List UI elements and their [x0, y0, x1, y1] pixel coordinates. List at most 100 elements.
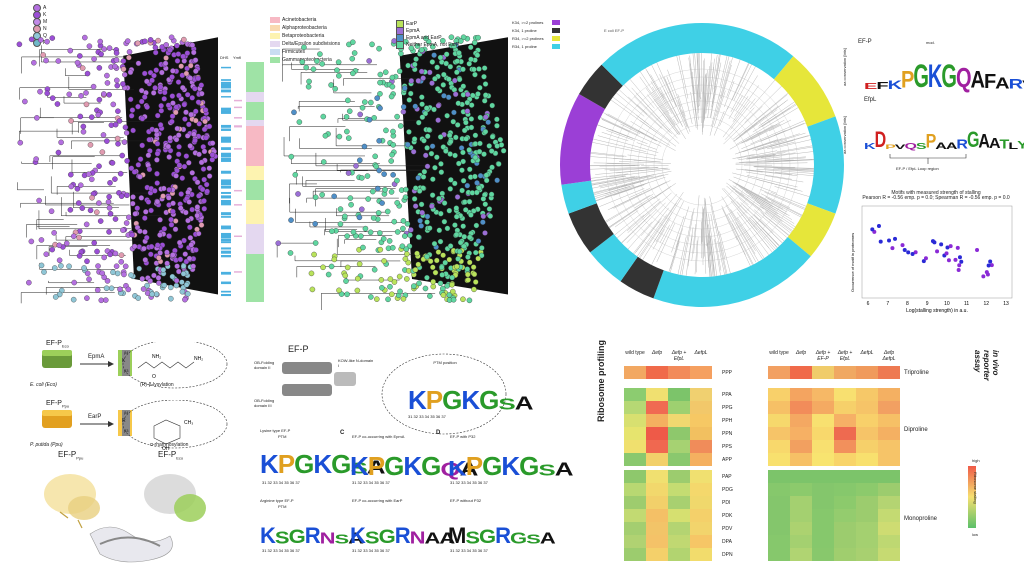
tree-node	[145, 199, 152, 205]
tree-node	[123, 130, 130, 136]
logo-letter: P	[277, 448, 295, 479]
dhs-stripe	[221, 85, 231, 89]
tree-node	[374, 95, 380, 101]
radial-branch	[738, 139, 778, 153]
tree-node	[167, 47, 173, 53]
tree-node	[456, 76, 463, 83]
radial-branch	[698, 53, 701, 98]
axis-label-bottom: aa conservation [bits]	[842, 116, 847, 154]
tree-node	[106, 45, 113, 51]
tree-node	[464, 91, 471, 98]
radial-branch	[761, 101, 795, 125]
tree-node	[128, 112, 135, 119]
radial-branch	[723, 106, 763, 145]
tree-node	[367, 229, 374, 236]
heatmap-cell	[878, 366, 900, 379]
tree-node	[110, 101, 117, 108]
dhs-stripe	[221, 293, 231, 297]
tree-node	[343, 278, 349, 284]
tree-node	[417, 217, 423, 224]
tree-node	[312, 194, 319, 201]
radial-branch	[710, 205, 727, 275]
radial-branch	[704, 93, 707, 115]
tree-node	[136, 265, 142, 272]
tree-node	[116, 118, 123, 124]
tree-node	[345, 170, 352, 176]
radial-branch	[768, 119, 792, 132]
tree-node	[464, 99, 471, 106]
heatmap-cell	[790, 366, 812, 379]
tree-node	[173, 173, 179, 179]
radial-branch	[756, 156, 782, 160]
tree-node	[405, 259, 411, 266]
tree-node	[453, 213, 460, 220]
heatmap-row-label: PPP	[722, 370, 733, 376]
tree-node	[196, 121, 202, 127]
tree-node	[179, 84, 186, 91]
efp-domain-cartoon	[282, 362, 356, 396]
tree-node	[311, 251, 317, 258]
radial-branch	[747, 152, 796, 160]
radial-branch	[672, 118, 686, 140]
dhs-stripe	[221, 79, 231, 81]
dhs-stripe	[221, 124, 231, 128]
tree-node	[51, 230, 57, 236]
radial-branch	[770, 201, 802, 218]
legend-label: Betaproteobacteria	[282, 33, 325, 39]
radial-branch	[760, 189, 806, 209]
efp-title: EF-P	[288, 344, 309, 354]
tree-node	[404, 276, 410, 282]
logo-letter: P	[925, 132, 937, 153]
taxa-stripe	[246, 62, 264, 92]
tree-node	[183, 281, 190, 288]
tree-node	[405, 141, 411, 148]
tree-node	[466, 166, 473, 173]
tree-node	[403, 186, 409, 193]
tree-node	[168, 295, 174, 302]
tree-node	[179, 279, 185, 285]
scatter-point	[984, 270, 989, 275]
heatmap-cell	[668, 401, 690, 414]
heatmap-cell	[690, 366, 712, 379]
heatmap-cell	[856, 535, 878, 548]
radial-branch	[740, 192, 764, 210]
dhs-stripe	[221, 255, 231, 258]
tree-node	[85, 171, 92, 177]
tree-node	[331, 193, 337, 200]
dhs-stripe	[221, 159, 231, 162]
circular-segment	[568, 203, 614, 253]
heatmap-cell	[668, 440, 690, 453]
logo-letter: K	[350, 450, 369, 481]
scatter-point	[887, 238, 892, 243]
radial-branch	[743, 105, 779, 133]
tree-node	[477, 140, 483, 147]
tree-node	[198, 222, 205, 228]
scatter-point	[957, 263, 962, 268]
heatmap-cell	[624, 401, 646, 414]
tree-node	[434, 154, 440, 160]
tree-node	[117, 286, 123, 293]
tree-node	[459, 187, 465, 194]
tree-node	[361, 143, 368, 150]
svg-text:NH₂: NH₂	[194, 356, 203, 362]
tree-node	[81, 265, 87, 271]
radial-branch	[601, 131, 629, 142]
tree-node	[184, 50, 191, 56]
tree-node	[193, 117, 199, 124]
tree-node	[183, 109, 189, 116]
tree-node	[122, 263, 129, 270]
tree-node	[55, 58, 62, 64]
radial-branch	[635, 92, 678, 139]
radial-branch	[599, 188, 645, 207]
tree-node	[320, 159, 327, 165]
scatter-point	[953, 257, 958, 262]
tree-node	[203, 134, 209, 141]
radial-branch	[592, 142, 657, 156]
radial-branch	[730, 200, 770, 249]
radial-branch	[639, 76, 681, 135]
tree-node	[441, 200, 448, 206]
radial-branch	[593, 174, 664, 193]
tree-node	[344, 264, 351, 271]
